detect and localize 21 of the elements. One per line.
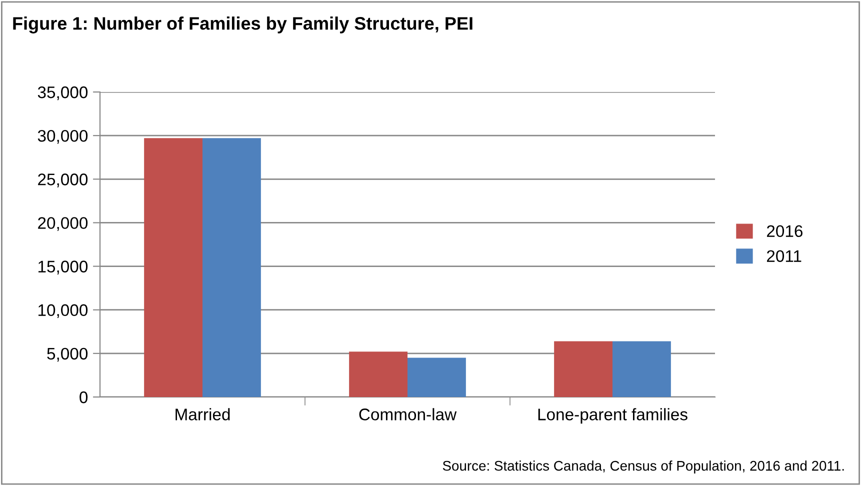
x-tick-label: Lone-parent families — [538, 408, 688, 424]
y-tick-label: 25,000 — [38, 174, 88, 188]
y-tick-label: 30,000 — [38, 130, 88, 144]
chart-title: Figure 1: Number of Families by Family Structure, PEI — [13, 16, 472, 34]
y-tick-label: 15,000 — [38, 260, 88, 274]
y-tick-label: 5,000 — [47, 348, 88, 362]
y-tick-label: 10,000 — [38, 304, 88, 318]
source-note: Source: Statistics Canada, Census of Population, 2016 and 2011. — [442, 460, 844, 474]
bar — [554, 341, 612, 397]
y-tick-label: 35,000 — [38, 86, 88, 100]
y-tick-label: 20,000 — [38, 217, 88, 231]
bar — [144, 138, 202, 397]
bar — [202, 138, 261, 397]
x-tick-label: Common-law — [359, 408, 457, 420]
legend-label: 2011 — [766, 250, 802, 262]
bar — [349, 352, 408, 397]
bar — [612, 341, 671, 397]
legend-label: 2016 — [766, 225, 802, 238]
x-tick-label: Married — [176, 408, 230, 420]
y-tick-label: 0 — [80, 391, 88, 404]
bar — [408, 358, 466, 397]
